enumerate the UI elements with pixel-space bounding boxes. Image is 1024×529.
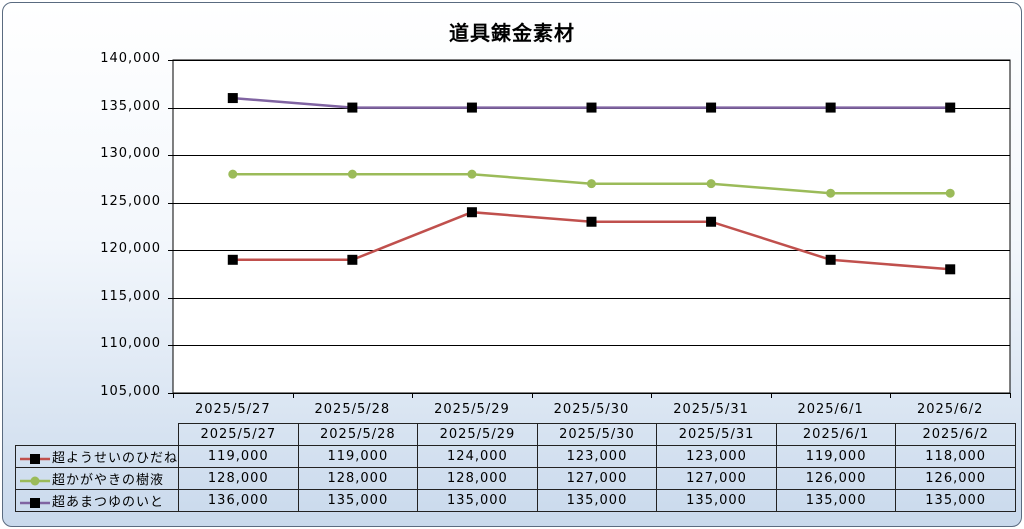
- table-cell-2-6: 135,000: [895, 489, 1016, 512]
- table-cell-0-3: 123,000: [536, 445, 658, 468]
- x-tick-label-0: 2025/5/27: [194, 402, 271, 417]
- table-cell-0-6: 118,000: [895, 445, 1016, 468]
- table-col-header-5: 2025/6/1: [775, 423, 897, 446]
- legend-label-2: 超あまつゆのいと: [52, 495, 165, 510]
- legend-key-0: [20, 453, 50, 464]
- table-col-header-3: 2025/5/30: [536, 423, 658, 446]
- table-cell-2-1: 135,000: [297, 489, 419, 512]
- table-col-header-1: 2025/5/28: [297, 423, 419, 446]
- series-2-point-4: [706, 102, 717, 113]
- table-cell-0-1: 119,000: [297, 445, 419, 468]
- table-col-header-2: 2025/5/29: [417, 423, 538, 446]
- series-1-point-0: [228, 169, 238, 179]
- table-row: 超あまつゆのいと 136,000 135,000 135,000 135,000 135,…: [14, 489, 1016, 512]
- table-cell-2-3: 135,000: [536, 489, 658, 512]
- table-cell-0-0: 119,000: [178, 445, 299, 468]
- series-0-point-1: [347, 254, 358, 265]
- y-tick-label-2: 115,000: [100, 288, 161, 304]
- table-cell-1-4: 127,000: [656, 467, 777, 490]
- x-axis-ticks: 2025/5/27 2025/5/28 2025/5/29 2025/5/30 2025…: [3, 3, 1021, 417]
- series-0-point-2: [466, 207, 477, 218]
- series-1-point-6: [945, 188, 955, 198]
- table-col-header-0: 2025/5/27: [178, 423, 299, 446]
- series-1-point-5: [826, 188, 836, 198]
- y-tick-label-4: 125,000: [100, 193, 161, 209]
- table-row: 超かがやきの樹液 128,000 128,000 128,000 127,000 127,…: [14, 467, 1016, 490]
- table-cell-2-0: 136,000: [178, 489, 299, 512]
- legend-key-1: [20, 476, 50, 485]
- data-table: 2025/5/27 2025/5/28 2025/5/29 2025/5/30 2025…: [14, 423, 1016, 512]
- series-2-point-0: [227, 93, 238, 104]
- y-tick-label-3: 120,000: [100, 241, 161, 257]
- x-tick-label-6: 2025/6/2: [917, 402, 984, 417]
- series-2-point-1: [347, 102, 358, 113]
- series-1-point-3: [587, 179, 596, 189]
- x-tick-label-3: 2025/5/30: [553, 402, 630, 417]
- table-cell-0-5: 119,000: [775, 445, 897, 468]
- series-0-point-6: [945, 264, 956, 275]
- x-tick-label-5: 2025/6/1: [797, 402, 864, 417]
- legend-entry-0: 超ようせいのひだね: [14, 445, 180, 468]
- x-tick-label-1: 2025/5/28: [314, 402, 391, 417]
- chart-title: 道具錬金素材: [449, 21, 575, 45]
- table-col-header-4: 2025/5/31: [656, 423, 777, 446]
- table-cell-1-1: 128,000: [297, 467, 419, 490]
- y-tick-label-1: 110,000: [100, 336, 161, 352]
- series-0-point-3: [586, 216, 597, 227]
- table-cell-2-4: 135,000: [656, 489, 777, 512]
- series-2-point-6: [945, 102, 956, 113]
- x-tick-label-4: 2025/5/31: [673, 402, 749, 417]
- y-tick-label-7: 140,000: [100, 51, 161, 66]
- series-0-point-5: [825, 254, 836, 265]
- y-tick-label-0: 105,000: [100, 384, 161, 399]
- series-0-point-0: [227, 254, 238, 265]
- table-cell-1-0: 128,000: [178, 467, 299, 490]
- table-cell-1-2: 128,000: [417, 467, 538, 490]
- series-1-point-4: [706, 179, 716, 189]
- table-cell-1-5: 126,000: [775, 467, 897, 490]
- legend-label-1: 超かがやきの樹液: [52, 473, 165, 488]
- series-2-point-2: [466, 102, 477, 113]
- table-row: 超ようせいのひだね 119,000 119,000 124,000 123,000 123…: [14, 445, 1016, 468]
- series-1-point-2: [467, 169, 477, 179]
- table-cell-1-3: 127,000: [536, 467, 658, 490]
- legend-label-0: 超ようせいのひだね: [52, 451, 179, 466]
- series-2-point-5: [825, 102, 836, 113]
- series-2-point-3: [586, 102, 597, 113]
- legend-key-2: [20, 497, 50, 508]
- y-tick-label-5: 130,000: [100, 146, 161, 162]
- table-col-header-6: 2025/6/2: [895, 423, 1016, 446]
- table-header-row: 2025/5/27 2025/5/28 2025/5/29 2025/5/30 2025…: [15, 423, 1016, 446]
- table-cell-0-2: 124,000: [417, 445, 538, 468]
- y-axis-ticks: 105,000 110,000 115,000 120,000 125,000 130,0…: [3, 3, 1021, 403]
- legend-entry-1: 超かがやきの樹液: [14, 467, 180, 490]
- table-cell-0-4: 123,000: [656, 445, 777, 468]
- table-cell-2-5: 135,000: [775, 489, 897, 512]
- table-cell-1-6: 126,000: [895, 467, 1016, 490]
- table-cell-2-2: 135,000: [417, 489, 538, 512]
- series-1-point-1: [347, 169, 357, 179]
- x-tick-label-2: 2025/5/29: [434, 402, 510, 417]
- table-corner: [15, 423, 180, 446]
- line-chart: [168, 59, 1011, 398]
- series-0-point-4: [706, 216, 717, 227]
- legend-entry-2: 超あまつゆのいと: [14, 489, 180, 512]
- y-tick-label-6: 135,000: [100, 98, 161, 114]
